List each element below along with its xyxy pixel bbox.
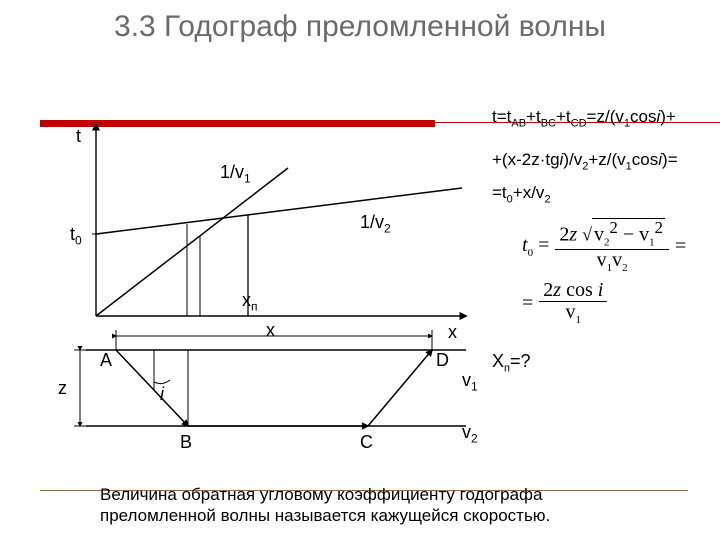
xp-question: Xп=? <box>492 349 720 376</box>
one-over-v1-label: 1/v1 <box>220 162 251 186</box>
eq-t0-frac1: t0 = 2z √v22 − v12 v1v2 = <box>522 218 720 275</box>
one-over-v2-label: 1/v2 <box>360 212 391 236</box>
slide: { "title": "3.3 Годограф преломленной во… <box>0 0 720 540</box>
v2-label: v2 <box>462 422 478 446</box>
point-b-label: B <box>180 432 192 453</box>
t-axis-label: t <box>76 126 81 147</box>
eq-line-2: +(x-2z·tgi)/v2+z/(v1cosi)= <box>492 149 720 174</box>
point-c-label: C <box>360 432 373 453</box>
v1-label: v1 <box>462 370 478 394</box>
point-d-label: D <box>436 350 449 371</box>
point-a-label: A <box>100 350 112 371</box>
caption-text: Величина обратная угловому коэффициенту … <box>100 484 660 527</box>
t0-label: t0 <box>70 224 82 248</box>
angle-i-label: i <box>160 384 164 405</box>
z-label: z <box>58 378 67 399</box>
equations-block: t=tAB+tBC+tCD=z/(v1cosi)+ +(x-2z·tgi)/v2… <box>492 106 720 384</box>
x-axis-label: x <box>448 322 457 343</box>
eq-line-1: t=tAB+tBC+tCD=z/(v1cosi)+ <box>492 106 720 131</box>
eq-line-3: =t0+x/v2 <box>492 182 720 207</box>
x-dim-label: x <box>266 320 275 341</box>
xp-label: xп <box>242 290 258 314</box>
eq-t0-frac2: = 2z cos i v1 <box>522 280 720 327</box>
